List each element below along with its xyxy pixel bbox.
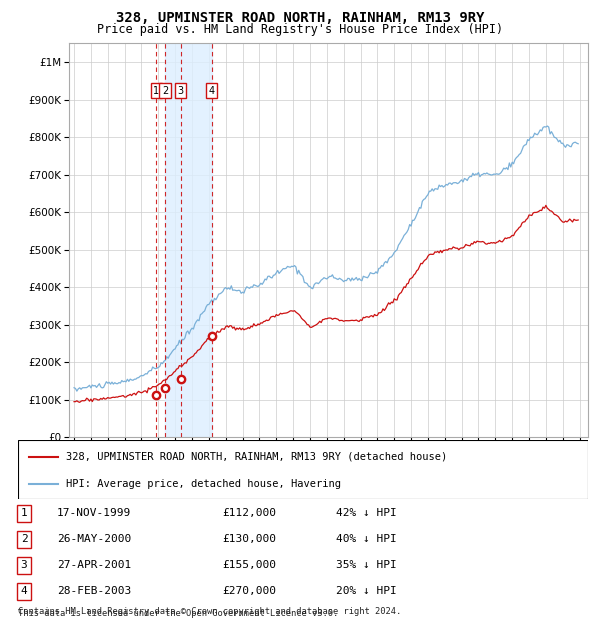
Text: 4: 4 [208,86,215,95]
Text: 28-FEB-2003: 28-FEB-2003 [57,587,131,596]
Text: 20% ↓ HPI: 20% ↓ HPI [336,587,397,596]
Text: HPI: Average price, detached house, Havering: HPI: Average price, detached house, Have… [67,479,341,489]
Text: 40% ↓ HPI: 40% ↓ HPI [336,534,397,544]
Text: £130,000: £130,000 [222,534,276,544]
Text: 328, UPMINSTER ROAD NORTH, RAINHAM, RM13 9RY: 328, UPMINSTER ROAD NORTH, RAINHAM, RM13… [116,11,484,25]
Text: 4: 4 [20,587,28,596]
Text: 35% ↓ HPI: 35% ↓ HPI [336,560,397,570]
Text: £270,000: £270,000 [222,587,276,596]
Text: 1: 1 [153,86,160,95]
Text: 1: 1 [20,508,28,518]
Text: 3: 3 [20,560,28,570]
Text: 328, UPMINSTER ROAD NORTH, RAINHAM, RM13 9RY (detached house): 328, UPMINSTER ROAD NORTH, RAINHAM, RM13… [67,452,448,462]
Text: 17-NOV-1999: 17-NOV-1999 [57,508,131,518]
Text: 27-APR-2001: 27-APR-2001 [57,560,131,570]
Text: Contains HM Land Registry data © Crown copyright and database right 2024.: Contains HM Land Registry data © Crown c… [18,608,401,616]
Text: 2: 2 [20,534,28,544]
Text: 2: 2 [162,86,168,95]
Text: £155,000: £155,000 [222,560,276,570]
Bar [165,43,212,437]
Text: 42% ↓ HPI: 42% ↓ HPI [336,508,397,518]
Text: 26-MAY-2000: 26-MAY-2000 [57,534,131,544]
Text: £112,000: £112,000 [222,508,276,518]
Text: This data is licensed under the Open Government Licence v3.0.: This data is licensed under the Open Gov… [18,609,338,618]
Text: 3: 3 [178,86,184,95]
Text: Price paid vs. HM Land Registry's House Price Index (HPI): Price paid vs. HM Land Registry's House … [97,23,503,36]
